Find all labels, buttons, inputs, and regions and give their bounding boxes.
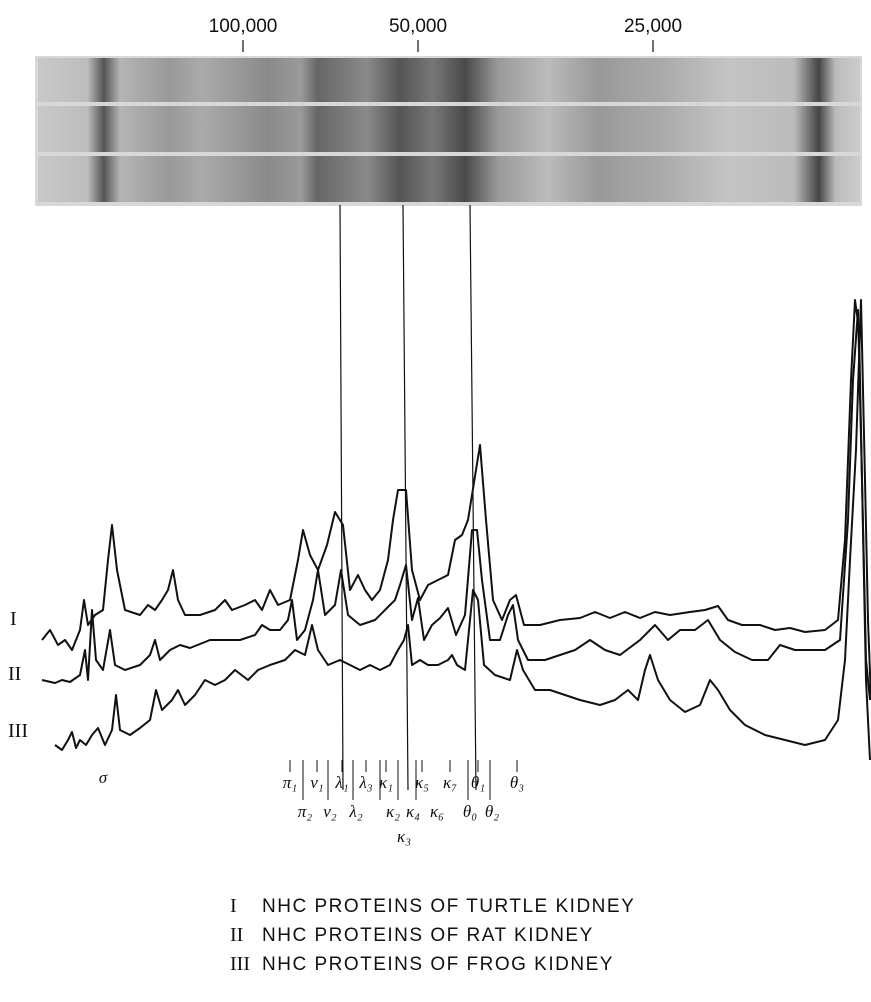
band-label: π₁ <box>283 773 297 792</box>
band-label: θ₃ <box>510 773 524 792</box>
band-label: κ₇ <box>443 773 457 792</box>
legend-numeral: III <box>230 953 250 975</box>
mw-label: 100,000 <box>209 16 278 37</box>
band-label: κ₆ <box>430 802 444 821</box>
gel-strips <box>35 56 862 206</box>
band-label: λ₁ <box>334 773 348 792</box>
band-label: λ₃ <box>358 773 372 792</box>
trace-ii <box>41 309 871 701</box>
band-label: κ₂ <box>386 802 400 821</box>
band-label: κ₅ <box>415 773 429 792</box>
band-label: κ₄ <box>406 802 420 821</box>
guide-lines <box>339 204 477 791</box>
trace-iii <box>54 299 871 751</box>
legend-text: NHC PROTEINS OF FROG KIDNEY <box>262 954 614 975</box>
mw-label: 25,000 <box>624 16 682 37</box>
legend-text: NHC PROTEINS OF TURTLE KIDNEY <box>262 896 635 917</box>
mw-label: 50,000 <box>389 16 447 37</box>
band-label: θ₂ <box>485 802 499 821</box>
trace-label: II <box>8 663 21 685</box>
trace-i <box>41 299 871 761</box>
band-label: κ₁ <box>379 773 393 792</box>
trace-label: III <box>8 720 28 742</box>
trace-label: I <box>10 608 17 630</box>
band-labels-top: π₁ ν₁ λ₁ λ₃ κ₁ κ₅ κ₇ θ₁ θ₃ <box>283 760 524 800</box>
band-labels-bottom: π₂ ν₂ λ₂ κ₂ κ₄ κ₆ θ₀ θ₂ <box>298 802 499 821</box>
band-label: λ₂ <box>348 802 362 821</box>
legend-numeral: I <box>230 895 237 917</box>
legend: I NHC PROTEINS OF TURTLE KIDNEY II NHC PROT… <box>230 895 635 975</box>
legend-numeral: II <box>230 924 243 946</box>
band-label: θ₁ <box>471 773 485 792</box>
band-label: ν₁ <box>310 773 323 792</box>
band-label: σ <box>99 768 108 787</box>
band-label: π₂ <box>298 802 313 821</box>
band-label: ν₂ <box>323 802 337 821</box>
mw-ticks <box>242 40 654 52</box>
band-label: θ₀ <box>463 802 477 821</box>
band-label: κ₃ <box>397 827 411 846</box>
legend-text: NHC PROTEINS OF RAT KIDNEY <box>262 925 594 946</box>
